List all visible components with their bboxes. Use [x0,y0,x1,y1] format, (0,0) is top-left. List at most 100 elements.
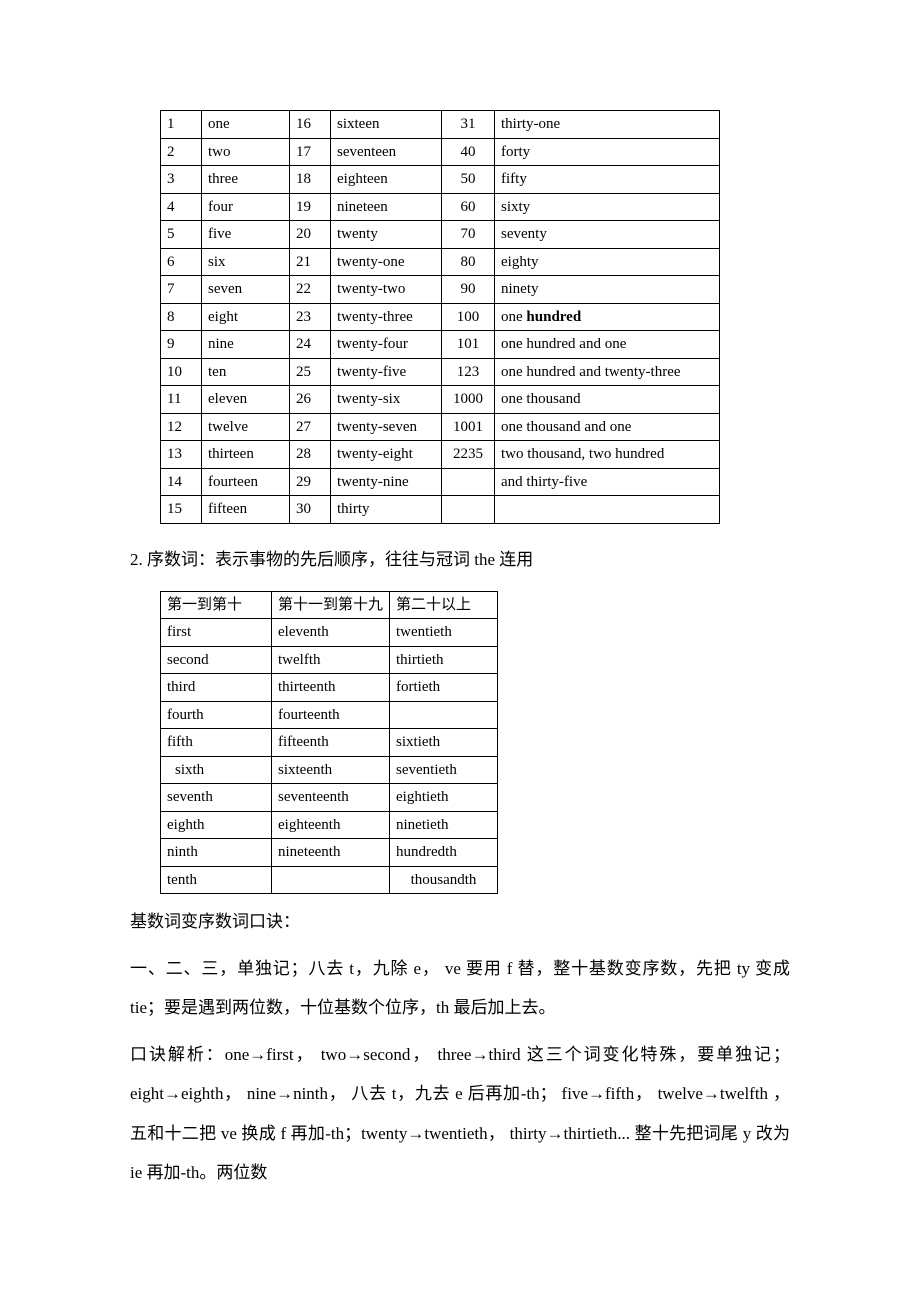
table-cell: twenty-seven [331,413,442,441]
table-cell: forty [495,138,720,166]
table-cell [390,701,498,729]
table-row: 3three18eighteen50fifty [161,166,720,194]
table-row: 5five20twenty70seventy [161,221,720,249]
table-cell: 7 [161,276,202,304]
table-cell: seventeen [331,138,442,166]
table-row: 8eight23twenty-three100one hundred [161,303,720,331]
table-cell: twelve [202,413,290,441]
table-cell: sixteenth [272,756,390,784]
table-cell: two thousand, two hundred [495,441,720,469]
table-cell: twentieth [390,619,498,647]
table-cell: third [161,674,272,702]
table-cell [272,866,390,894]
table-cell: 101 [442,331,495,359]
table-header-row: 第一到第十第十一到第十九第二十以上 [161,591,498,619]
table-cell: sixteen [331,111,442,139]
table-row: eightheighteenthninetieth [161,811,498,839]
table-cell: 2 [161,138,202,166]
table-cell: eight [202,303,290,331]
table-cell: 16 [290,111,331,139]
table-cell: twenty-three [331,303,442,331]
table-cell: fifth [161,729,272,757]
table-cell: 21 [290,248,331,276]
table-cell: eighteen [331,166,442,194]
table-cell: fourth [161,701,272,729]
table-cell: 90 [442,276,495,304]
table-cell: 123 [442,358,495,386]
table-row: 11eleven26twenty-six1000one thousand [161,386,720,414]
table-cell: one [202,111,290,139]
table-cell: 50 [442,166,495,194]
table-cell: twenty-five [331,358,442,386]
table-cell: twenty-two [331,276,442,304]
table-cell: fifty [495,166,720,194]
table-cell: 4 [161,193,202,221]
table-cell [495,496,720,524]
table-row: 9nine24twenty-four101one hundred and one [161,331,720,359]
table-cell: eleven [202,386,290,414]
table-cell: twelfth [272,646,390,674]
mnemonic-body: 一、二、三，单独记；八去 t，九除 e， ve 要用 f 替，整十基数变序数，先… [130,949,790,1027]
table-cell: 28 [290,441,331,469]
table-cell: nineteenth [272,839,390,867]
table-header-cell: 第一到第十 [161,591,272,619]
table-cell: 27 [290,413,331,441]
bold-text: hundred [526,309,581,325]
table-cell: fourteen [202,468,290,496]
table-cell: twenty [331,221,442,249]
table-cell: ninetieth [390,811,498,839]
ordinal-numbers-table: 第一到第十第十一到第十九第二十以上firsteleventhtwentieths… [160,591,498,895]
table-cell: ninth [161,839,272,867]
table-cell: six [202,248,290,276]
table-cell: 31 [442,111,495,139]
table-cell: twenty-four [331,331,442,359]
table-row: thirdthirteenthfortieth [161,674,498,702]
explain-body: 口诀解析：one→first， two→second， three→third … [130,1035,790,1191]
table-cell: seventh [161,784,272,812]
table-row: seventhseventeentheightieth [161,784,498,812]
table-row: 15fifteen30thirty [161,496,720,524]
table-cell: 22 [290,276,331,304]
table-cell: fifteen [202,496,290,524]
table-cell: thirteen [202,441,290,469]
table-cell: 2235 [442,441,495,469]
table-cell: sixty [495,193,720,221]
table-cell: 15 [161,496,202,524]
table-row: 13thirteen28twenty-eight2235two thousand… [161,441,720,469]
table-row: 6six21twenty-one80eighty [161,248,720,276]
table-cell: one thousand and one [495,413,720,441]
table-cell: 29 [290,468,331,496]
table-cell: thirty [331,496,442,524]
document-page: 1one16sixteen31thirty-one2two17seventeen… [0,0,920,1260]
table-row: 7seven22twenty-two90ninety [161,276,720,304]
table-cell: nine [202,331,290,359]
table-cell: nineteen [331,193,442,221]
ordinal-table-body: 第一到第十第十一到第十九第二十以上firsteleventhtwentieths… [161,591,498,894]
table-cell: 30 [290,496,331,524]
table-cell: 1 [161,111,202,139]
table-cell: 18 [290,166,331,194]
table-row: firsteleventhtwentieth [161,619,498,647]
table-cell: 40 [442,138,495,166]
table-cell: 14 [161,468,202,496]
table-cell: sixtieth [390,729,498,757]
table-row: secondtwelfththirtieth [161,646,498,674]
table-cell: seven [202,276,290,304]
table-cell: 12 [161,413,202,441]
table-cell: eighty [495,248,720,276]
table-cell: eleventh [272,619,390,647]
table-cell: 8 [161,303,202,331]
table-cell: 25 [290,358,331,386]
table-cell [442,468,495,496]
table-cell: 26 [290,386,331,414]
table-cell: thirtieth [390,646,498,674]
table-cell: ninety [495,276,720,304]
ordinal-heading: 2. 序数词：表示事物的先后顺序，往往与冠词 the 连用 [130,540,790,579]
table-cell: five [202,221,290,249]
table-cell: 19 [290,193,331,221]
table-row: 14fourteen29twenty-nineand thirty-five [161,468,720,496]
table-cell: four [202,193,290,221]
table-cell: second [161,646,272,674]
table-cell: 70 [442,221,495,249]
table-cell: fourteenth [272,701,390,729]
